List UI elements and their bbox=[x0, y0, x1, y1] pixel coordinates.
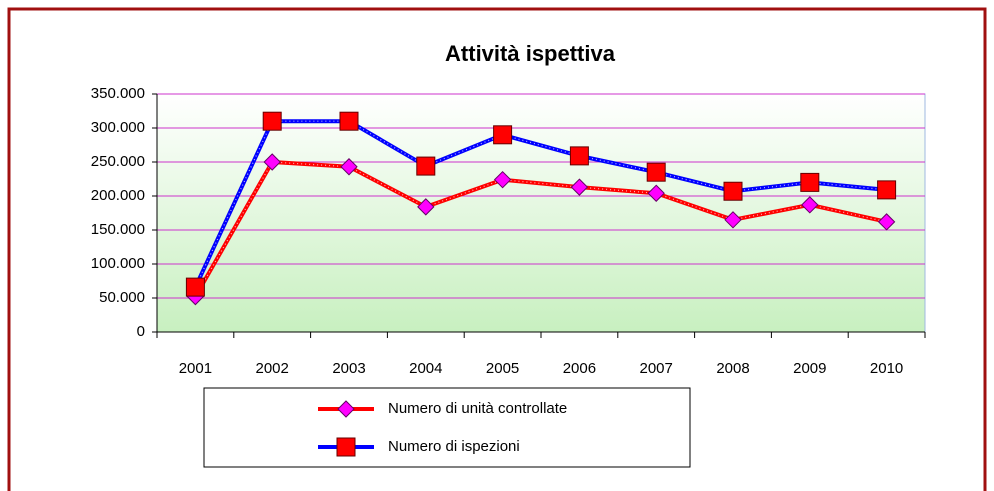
point bbox=[417, 198, 435, 216]
y-tick-label: 300.000 bbox=[91, 119, 145, 136]
series-line bbox=[193, 119, 887, 288]
x-tick-label: 2003 bbox=[332, 360, 365, 377]
point bbox=[339, 111, 359, 131]
point bbox=[493, 125, 513, 145]
x-tick-label: 2007 bbox=[640, 360, 673, 377]
point bbox=[340, 158, 358, 176]
legend-label: Numero di unità controllate bbox=[388, 400, 567, 417]
legend bbox=[203, 387, 691, 468]
series-line bbox=[193, 159, 888, 298]
point bbox=[570, 178, 589, 196]
point bbox=[493, 170, 512, 189]
y-tick-label: 200.000 bbox=[91, 187, 145, 204]
point bbox=[647, 184, 665, 202]
y-tick-label: 0 bbox=[137, 323, 145, 340]
point bbox=[723, 181, 743, 201]
x-tick-label: 2009 bbox=[793, 360, 826, 377]
point bbox=[724, 211, 742, 229]
legend-marker bbox=[336, 437, 356, 457]
point bbox=[801, 196, 819, 214]
legend-label: Numero di ispezioni bbox=[388, 438, 520, 455]
chart-title: Attività ispettiva bbox=[445, 41, 616, 66]
x-tick-label: 2008 bbox=[716, 360, 749, 377]
x-tick-label: 2002 bbox=[256, 360, 289, 377]
point bbox=[185, 277, 205, 297]
y-tick-label: 100.000 bbox=[91, 255, 145, 272]
point bbox=[569, 146, 589, 166]
point bbox=[263, 153, 281, 171]
frame bbox=[7, 7, 987, 491]
x-tick-label: 2006 bbox=[563, 360, 596, 377]
x-tick-label: 2005 bbox=[486, 360, 519, 377]
y-tick-label: 350.000 bbox=[91, 85, 145, 102]
y-tick-label: 250.000 bbox=[91, 153, 145, 170]
y-tick-label: 150.000 bbox=[91, 221, 145, 238]
legend-marker bbox=[337, 400, 355, 418]
x-tick-label: 2001 bbox=[179, 360, 212, 377]
x-tick-label: 2010 bbox=[870, 360, 903, 377]
point bbox=[877, 180, 897, 200]
y-tick-label: 50.000 bbox=[99, 289, 145, 306]
point bbox=[800, 172, 820, 192]
point bbox=[262, 111, 282, 131]
point bbox=[877, 213, 896, 231]
point bbox=[416, 156, 436, 176]
x-tick-label: 2004 bbox=[409, 360, 442, 377]
point bbox=[646, 162, 666, 182]
